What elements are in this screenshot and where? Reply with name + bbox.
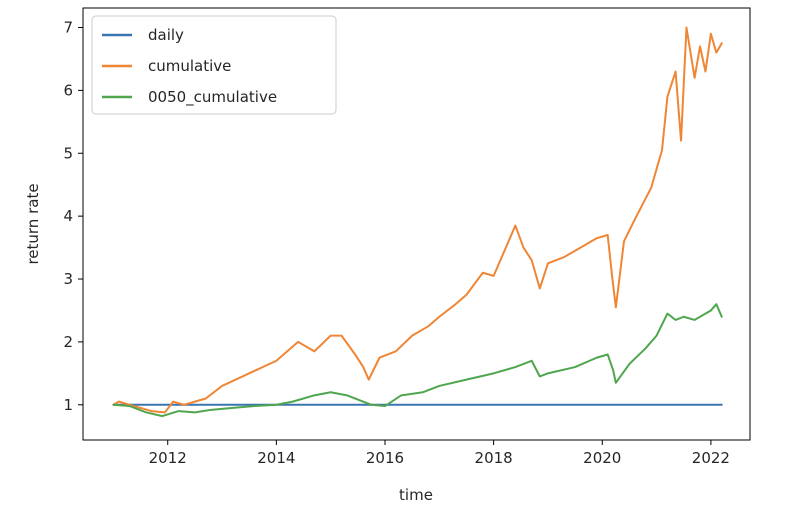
plot-frame bbox=[82, 7, 751, 441]
y-axis-label: return rate bbox=[24, 183, 42, 264]
legend-label-0050-cumulative: 0050_cumulative bbox=[148, 88, 277, 107]
x-tick-label: 2022 bbox=[692, 449, 730, 467]
legend-box bbox=[91, 15, 337, 115]
legend-label-daily: daily bbox=[148, 26, 184, 44]
y-tick-label: 4 bbox=[63, 207, 73, 225]
x-tick-label: 2014 bbox=[257, 449, 295, 467]
x-tick-label: 2012 bbox=[149, 449, 187, 467]
y-tick-label: 3 bbox=[63, 270, 73, 288]
y-tick-label: 1 bbox=[63, 396, 73, 414]
legend-label-cumulative: cumulative bbox=[148, 57, 231, 75]
x-axis: 2012 2014 2016 2018 2020 2022 bbox=[149, 440, 730, 467]
series-line-0050-cumulative bbox=[112, 303, 723, 418]
y-tick-label: 7 bbox=[63, 18, 73, 36]
y-tick-label: 5 bbox=[63, 144, 73, 162]
x-tick-label: 2016 bbox=[366, 449, 404, 467]
x-tick-label: 2018 bbox=[475, 449, 513, 467]
y-tick-label: 2 bbox=[63, 333, 73, 351]
x-axis-label: time bbox=[399, 486, 433, 504]
y-axis: 1 2 3 4 5 6 7 bbox=[63, 18, 83, 414]
y-tick-label: 6 bbox=[63, 81, 73, 99]
series-line-cumulative bbox=[112, 26, 723, 414]
x-tick-label: 2020 bbox=[583, 449, 621, 467]
legend: daily cumulative 0050_cumulative bbox=[91, 15, 337, 115]
plot-area bbox=[112, 26, 723, 418]
